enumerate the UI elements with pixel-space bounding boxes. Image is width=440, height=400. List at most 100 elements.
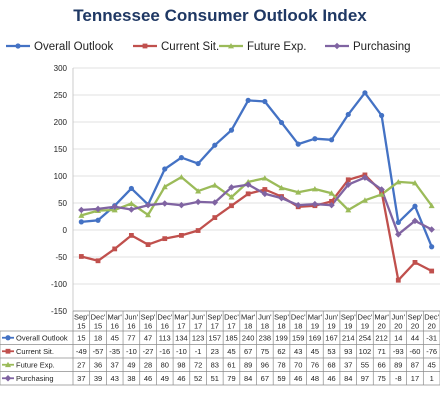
data-point-2-17	[361, 197, 368, 203]
data-label: 18	[94, 334, 102, 343]
data-label: 14	[394, 334, 402, 343]
x-tick-label-bottom: 16	[111, 322, 119, 331]
data-label: 48	[311, 374, 319, 383]
x-tick-label-top: Sep'	[408, 313, 423, 322]
data-label: 66	[377, 361, 385, 370]
table-legend-key-marker-3	[4, 374, 12, 382]
x-tick-label-bottom: 20	[377, 322, 385, 331]
data-point-3-7	[194, 198, 202, 206]
x-tick-label-top: Dec'	[291, 313, 306, 322]
data-label: 87	[411, 361, 419, 370]
legend-label-1: Current Sit.	[161, 41, 219, 53]
data-point-0-14	[312, 136, 318, 142]
data-point-2-14	[311, 185, 318, 192]
x-tick-label-bottom: 20	[394, 322, 402, 331]
data-point-2-12	[278, 184, 285, 191]
data-label: 169	[309, 334, 322, 343]
data-label: 55	[361, 361, 369, 370]
table-legend-key-marker-1	[5, 348, 11, 354]
x-tick-label-top: Mar'	[108, 313, 123, 322]
x-tick-label-top: Dec'	[224, 313, 239, 322]
data-point-1-1	[95, 258, 101, 264]
data-point-0-7	[195, 160, 201, 167]
data-point-0-15	[328, 137, 335, 143]
x-tick-label-bottom: 18	[261, 322, 269, 331]
data-label: 93	[344, 347, 352, 356]
legend-label-3: Purchasing	[353, 41, 411, 53]
data-point-3-19	[395, 231, 402, 238]
data-label: 49	[161, 374, 169, 383]
data-point-0-10	[245, 97, 251, 103]
table-row-label-2: Future Exp.	[16, 361, 55, 370]
data-point-1-4	[145, 242, 151, 247]
data-label: 49	[127, 361, 135, 370]
data-point-3-18	[378, 186, 385, 193]
table-legend-key-marker-2	[5, 361, 11, 368]
data-label: 44	[411, 334, 419, 343]
y-tick-label: 0	[63, 226, 68, 235]
x-tick-label-top: Mar'	[374, 313, 389, 322]
x-tick-label-top: Jun'	[392, 313, 406, 322]
data-label: 45	[311, 347, 319, 356]
data-label: 79	[227, 374, 235, 383]
x-tick-label-bottom: 18	[294, 322, 302, 331]
data-point-1-21	[429, 268, 435, 274]
x-tick-label-bottom: 19	[344, 322, 352, 331]
x-tick-label-bottom: 19	[327, 322, 335, 331]
data-point-0-9	[228, 127, 235, 133]
data-point-3-1	[94, 205, 102, 213]
data-label: 45	[111, 334, 119, 343]
x-tick-label-top: Jun'	[325, 313, 339, 322]
data-label: 39	[94, 374, 102, 383]
data-point-2-4	[145, 211, 152, 218]
data-point-2-21	[428, 202, 435, 209]
data-point-3-4	[144, 201, 152, 209]
data-label: 67	[261, 374, 269, 383]
data-point-3-11	[261, 190, 269, 198]
data-label: 70	[294, 361, 302, 370]
x-tick-label-bottom: 17	[227, 322, 235, 331]
data-label: 159	[292, 334, 305, 343]
x-tick-label-bottom: 19	[361, 322, 369, 331]
table-legend-key-marker-0	[5, 335, 11, 341]
series-line-2	[80, 175, 433, 217]
data-point-3-21	[428, 226, 435, 233]
x-tick-label-bottom: 16	[127, 322, 135, 331]
data-point-2-20	[411, 180, 418, 186]
data-point-3-2	[111, 203, 118, 211]
data-label: -10	[126, 347, 137, 356]
x-tick-label-top: Sep'	[341, 313, 356, 322]
data-label: 23	[211, 347, 219, 356]
data-point-3-5	[161, 200, 169, 207]
data-label: 37	[344, 361, 352, 370]
data-label: 46	[177, 374, 185, 383]
data-point-3-8	[211, 199, 219, 206]
data-point-3-14	[311, 200, 319, 208]
data-label: 254	[359, 334, 372, 343]
x-tick-label-top: Dec'	[424, 313, 439, 322]
data-point-0-0	[78, 219, 84, 225]
x-tick-label-top: Mar'	[174, 313, 189, 322]
data-label: 134	[175, 334, 188, 343]
data-point-1-2	[112, 246, 118, 252]
data-label: -35	[109, 347, 120, 356]
x-tick-label-top: Dec'	[157, 313, 172, 322]
data-label: -57	[93, 347, 104, 356]
data-label: 96	[261, 361, 269, 370]
data-label: 84	[244, 374, 252, 383]
data-point-3-3	[128, 206, 135, 213]
data-label: 212	[375, 334, 388, 343]
data-point-1-7	[195, 228, 201, 233]
data-point-1-15	[329, 198, 334, 204]
legend-label-2: Future Exp.	[247, 41, 306, 53]
data-label: 76	[311, 361, 319, 370]
data-label: 240	[242, 334, 255, 343]
data-label: 47	[144, 334, 152, 343]
x-tick-label-bottom: 17	[194, 322, 202, 331]
data-point-0-1	[95, 217, 101, 223]
data-point-2-0	[78, 212, 85, 218]
data-label: 27	[77, 361, 85, 370]
y-tick-label: -100	[51, 280, 68, 289]
data-point-0-21	[429, 244, 435, 250]
